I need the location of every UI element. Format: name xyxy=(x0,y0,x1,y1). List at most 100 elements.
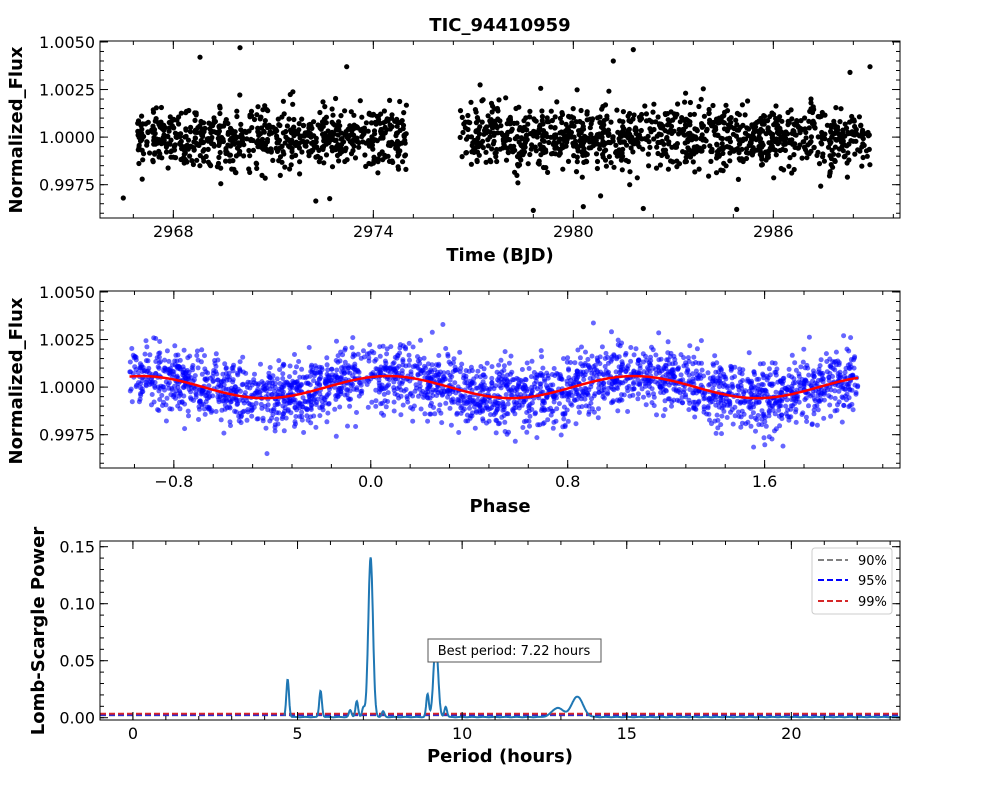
lc-point xyxy=(477,124,483,130)
phase-point xyxy=(153,370,159,376)
phase-point xyxy=(361,354,367,360)
lc-point xyxy=(533,118,539,124)
lc-point xyxy=(728,124,734,130)
lc-point xyxy=(760,128,766,134)
lc-point xyxy=(386,158,393,164)
lc-point xyxy=(198,118,204,125)
lc-outlier-point xyxy=(847,69,853,75)
lc-point xyxy=(613,142,619,148)
phase-point xyxy=(296,405,302,411)
lc-point xyxy=(786,120,792,126)
phase-point xyxy=(305,417,311,423)
phase-point xyxy=(694,375,700,381)
lc-point xyxy=(264,146,270,153)
light-curve-points xyxy=(120,45,873,213)
lc-point xyxy=(238,121,244,127)
lc-point xyxy=(135,132,141,138)
phase-point xyxy=(437,402,443,408)
lc-point xyxy=(655,150,661,157)
lc-point xyxy=(289,154,295,160)
phase-point xyxy=(270,380,275,386)
phase-point xyxy=(549,372,555,377)
lc-point xyxy=(532,144,538,150)
phase-point xyxy=(356,369,362,375)
lc-point xyxy=(304,139,310,145)
phase-point xyxy=(799,377,805,382)
phase-point xyxy=(342,365,348,371)
lc-point xyxy=(518,157,524,163)
lc-point xyxy=(387,142,394,149)
phase-point xyxy=(317,383,323,388)
phase-point xyxy=(252,371,257,377)
lc-point xyxy=(284,123,290,129)
phase-point xyxy=(196,387,202,393)
lc-point xyxy=(402,153,408,159)
phase-point xyxy=(772,360,778,366)
lc-point xyxy=(583,135,589,141)
phase-point xyxy=(292,405,298,411)
phase-point xyxy=(834,407,840,413)
phase-point xyxy=(149,402,154,408)
phase-point xyxy=(173,395,178,401)
lc-point xyxy=(293,139,299,145)
phase-point xyxy=(472,425,478,431)
phase-point xyxy=(364,351,370,357)
phase-point xyxy=(292,397,298,403)
lc-point xyxy=(552,125,558,131)
phase-point xyxy=(190,367,196,373)
phase-point xyxy=(486,418,492,424)
lc-point xyxy=(150,157,156,163)
phase-point xyxy=(471,404,477,410)
lc-point xyxy=(338,113,344,119)
lc-point xyxy=(465,112,471,119)
phase-point xyxy=(340,352,346,358)
y-tick-label: 1.0050 xyxy=(39,283,95,302)
phase-point xyxy=(433,372,439,378)
lc-point xyxy=(753,137,759,143)
phase-point xyxy=(550,425,556,431)
lc-point xyxy=(601,122,607,128)
y-tick-label: 1.0000 xyxy=(39,128,95,147)
phase-point xyxy=(385,399,391,404)
phase-point xyxy=(264,451,270,457)
phase-point xyxy=(324,362,330,368)
phase-point xyxy=(614,397,620,403)
lc-point xyxy=(468,161,474,167)
phase-point xyxy=(173,352,179,358)
lc-point xyxy=(152,151,158,157)
phase-point xyxy=(665,350,671,356)
lc-point xyxy=(525,161,531,167)
lc-point xyxy=(593,151,600,157)
phase-point xyxy=(365,404,371,410)
phase-point xyxy=(685,355,691,361)
lc-point xyxy=(706,173,712,179)
phase-point xyxy=(760,361,766,367)
threshold-lines xyxy=(100,712,900,717)
phase-point xyxy=(396,395,402,401)
lc-point xyxy=(844,143,850,149)
phase-point xyxy=(349,345,355,351)
phase-point xyxy=(628,358,634,364)
phase-point xyxy=(361,348,366,354)
phase-point xyxy=(660,379,666,385)
phase-point xyxy=(828,394,834,400)
phase-point xyxy=(721,404,727,409)
lc-point xyxy=(560,166,566,172)
lc-point xyxy=(828,128,834,134)
lc-point xyxy=(798,118,804,124)
lc-point xyxy=(603,163,610,169)
phase-point xyxy=(767,372,773,378)
phase-point xyxy=(680,400,686,406)
lc-point xyxy=(687,99,694,106)
phase-point xyxy=(135,370,141,376)
phase-point xyxy=(766,434,772,440)
phase-point xyxy=(738,424,744,430)
phase-point xyxy=(210,379,216,384)
phase-point xyxy=(509,369,515,375)
lc-point xyxy=(676,126,682,133)
phase-point xyxy=(699,367,705,373)
phase-point xyxy=(855,384,861,390)
phase-point xyxy=(637,382,643,388)
lc-point xyxy=(330,112,336,118)
lc-point xyxy=(515,180,521,186)
